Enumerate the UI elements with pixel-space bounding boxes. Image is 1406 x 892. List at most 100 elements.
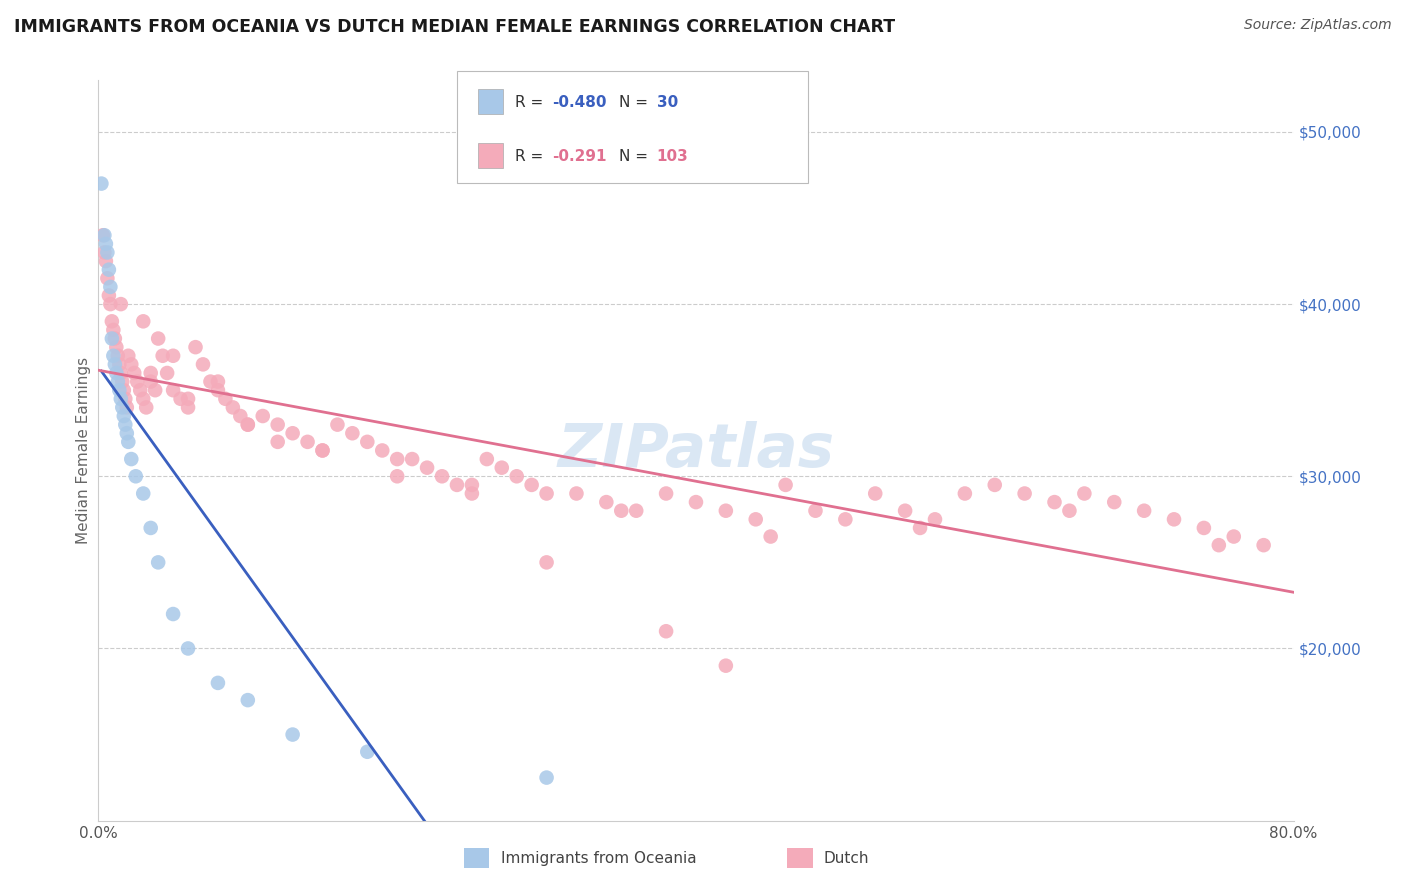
Point xyxy=(191,357,214,371)
Point xyxy=(111,375,134,389)
Point xyxy=(775,478,797,492)
Point xyxy=(236,417,259,432)
Point xyxy=(461,478,484,492)
Point xyxy=(1223,530,1246,544)
Point xyxy=(143,383,166,397)
Point xyxy=(104,332,127,346)
Point xyxy=(984,478,1007,492)
Point xyxy=(124,366,146,380)
Point xyxy=(104,357,127,371)
Point xyxy=(90,177,112,191)
Point xyxy=(714,658,737,673)
Point xyxy=(148,332,170,346)
Point xyxy=(184,340,207,354)
Point xyxy=(139,521,162,535)
Point xyxy=(207,383,229,397)
Text: R =: R = xyxy=(515,95,548,110)
Point xyxy=(281,727,304,741)
Point xyxy=(1014,486,1036,500)
Point xyxy=(110,366,132,380)
Text: Dutch: Dutch xyxy=(824,851,869,866)
Point xyxy=(236,417,259,432)
Point xyxy=(416,460,439,475)
Point xyxy=(281,426,304,441)
Text: R =: R = xyxy=(515,149,548,163)
Point xyxy=(1073,486,1095,500)
Point xyxy=(385,452,409,467)
Point xyxy=(461,486,484,500)
Point xyxy=(125,469,148,483)
Point xyxy=(117,434,139,449)
Point xyxy=(536,486,558,500)
Point xyxy=(93,228,115,243)
Point xyxy=(132,486,155,500)
Point xyxy=(865,486,887,500)
Point xyxy=(162,607,184,621)
Point xyxy=(953,486,976,500)
Point xyxy=(626,504,648,518)
Point xyxy=(267,434,290,449)
Text: IMMIGRANTS FROM OCEANIA VS DUTCH MEDIAN FEMALE EARNINGS CORRELATION CHART: IMMIGRANTS FROM OCEANIA VS DUTCH MEDIAN … xyxy=(14,18,896,36)
Point xyxy=(101,314,124,328)
Point xyxy=(107,375,129,389)
Text: N =: N = xyxy=(619,149,652,163)
Text: N =: N = xyxy=(619,95,652,110)
Point xyxy=(107,349,129,363)
Point xyxy=(804,504,827,518)
Point xyxy=(152,349,174,363)
Point xyxy=(97,262,120,277)
Y-axis label: Median Female Earnings: Median Female Earnings xyxy=(76,357,91,544)
Point xyxy=(267,417,290,432)
Point xyxy=(297,434,319,449)
Point xyxy=(97,288,120,302)
Point xyxy=(120,357,142,371)
Point xyxy=(207,676,229,690)
Point xyxy=(156,366,179,380)
Point xyxy=(1163,512,1185,526)
Text: -0.480: -0.480 xyxy=(553,95,607,110)
Point xyxy=(222,401,245,415)
Point xyxy=(108,357,131,371)
Point xyxy=(111,401,134,415)
Point xyxy=(112,409,135,423)
Point xyxy=(924,512,946,526)
Point xyxy=(536,555,558,569)
Point xyxy=(506,469,529,483)
Point xyxy=(129,383,152,397)
Point xyxy=(115,401,138,415)
Text: ZIPatlas: ZIPatlas xyxy=(557,421,835,480)
Point xyxy=(1059,504,1081,518)
Point xyxy=(162,349,184,363)
Point xyxy=(655,624,678,639)
Point xyxy=(655,486,678,500)
Point xyxy=(446,478,468,492)
Point xyxy=(236,693,259,707)
Point xyxy=(356,745,378,759)
Point xyxy=(430,469,453,483)
Point xyxy=(311,443,333,458)
Point xyxy=(127,375,149,389)
Point xyxy=(98,280,122,294)
Point xyxy=(148,555,170,569)
Point xyxy=(520,478,543,492)
Point xyxy=(132,392,155,406)
Point xyxy=(252,409,274,423)
Point xyxy=(229,409,252,423)
Point xyxy=(132,314,155,328)
Text: Source: ZipAtlas.com: Source: ZipAtlas.com xyxy=(1244,18,1392,32)
Point xyxy=(105,340,128,354)
Point xyxy=(110,297,132,311)
Point xyxy=(103,323,125,337)
Point xyxy=(135,401,157,415)
Point xyxy=(114,392,136,406)
Point xyxy=(685,495,707,509)
Text: -0.291: -0.291 xyxy=(553,149,607,163)
Point xyxy=(385,469,409,483)
Point xyxy=(177,401,200,415)
Point xyxy=(139,366,162,380)
Point xyxy=(1208,538,1230,552)
Point xyxy=(714,504,737,518)
Point xyxy=(162,383,184,397)
Point xyxy=(610,504,633,518)
Point xyxy=(1043,495,1066,509)
